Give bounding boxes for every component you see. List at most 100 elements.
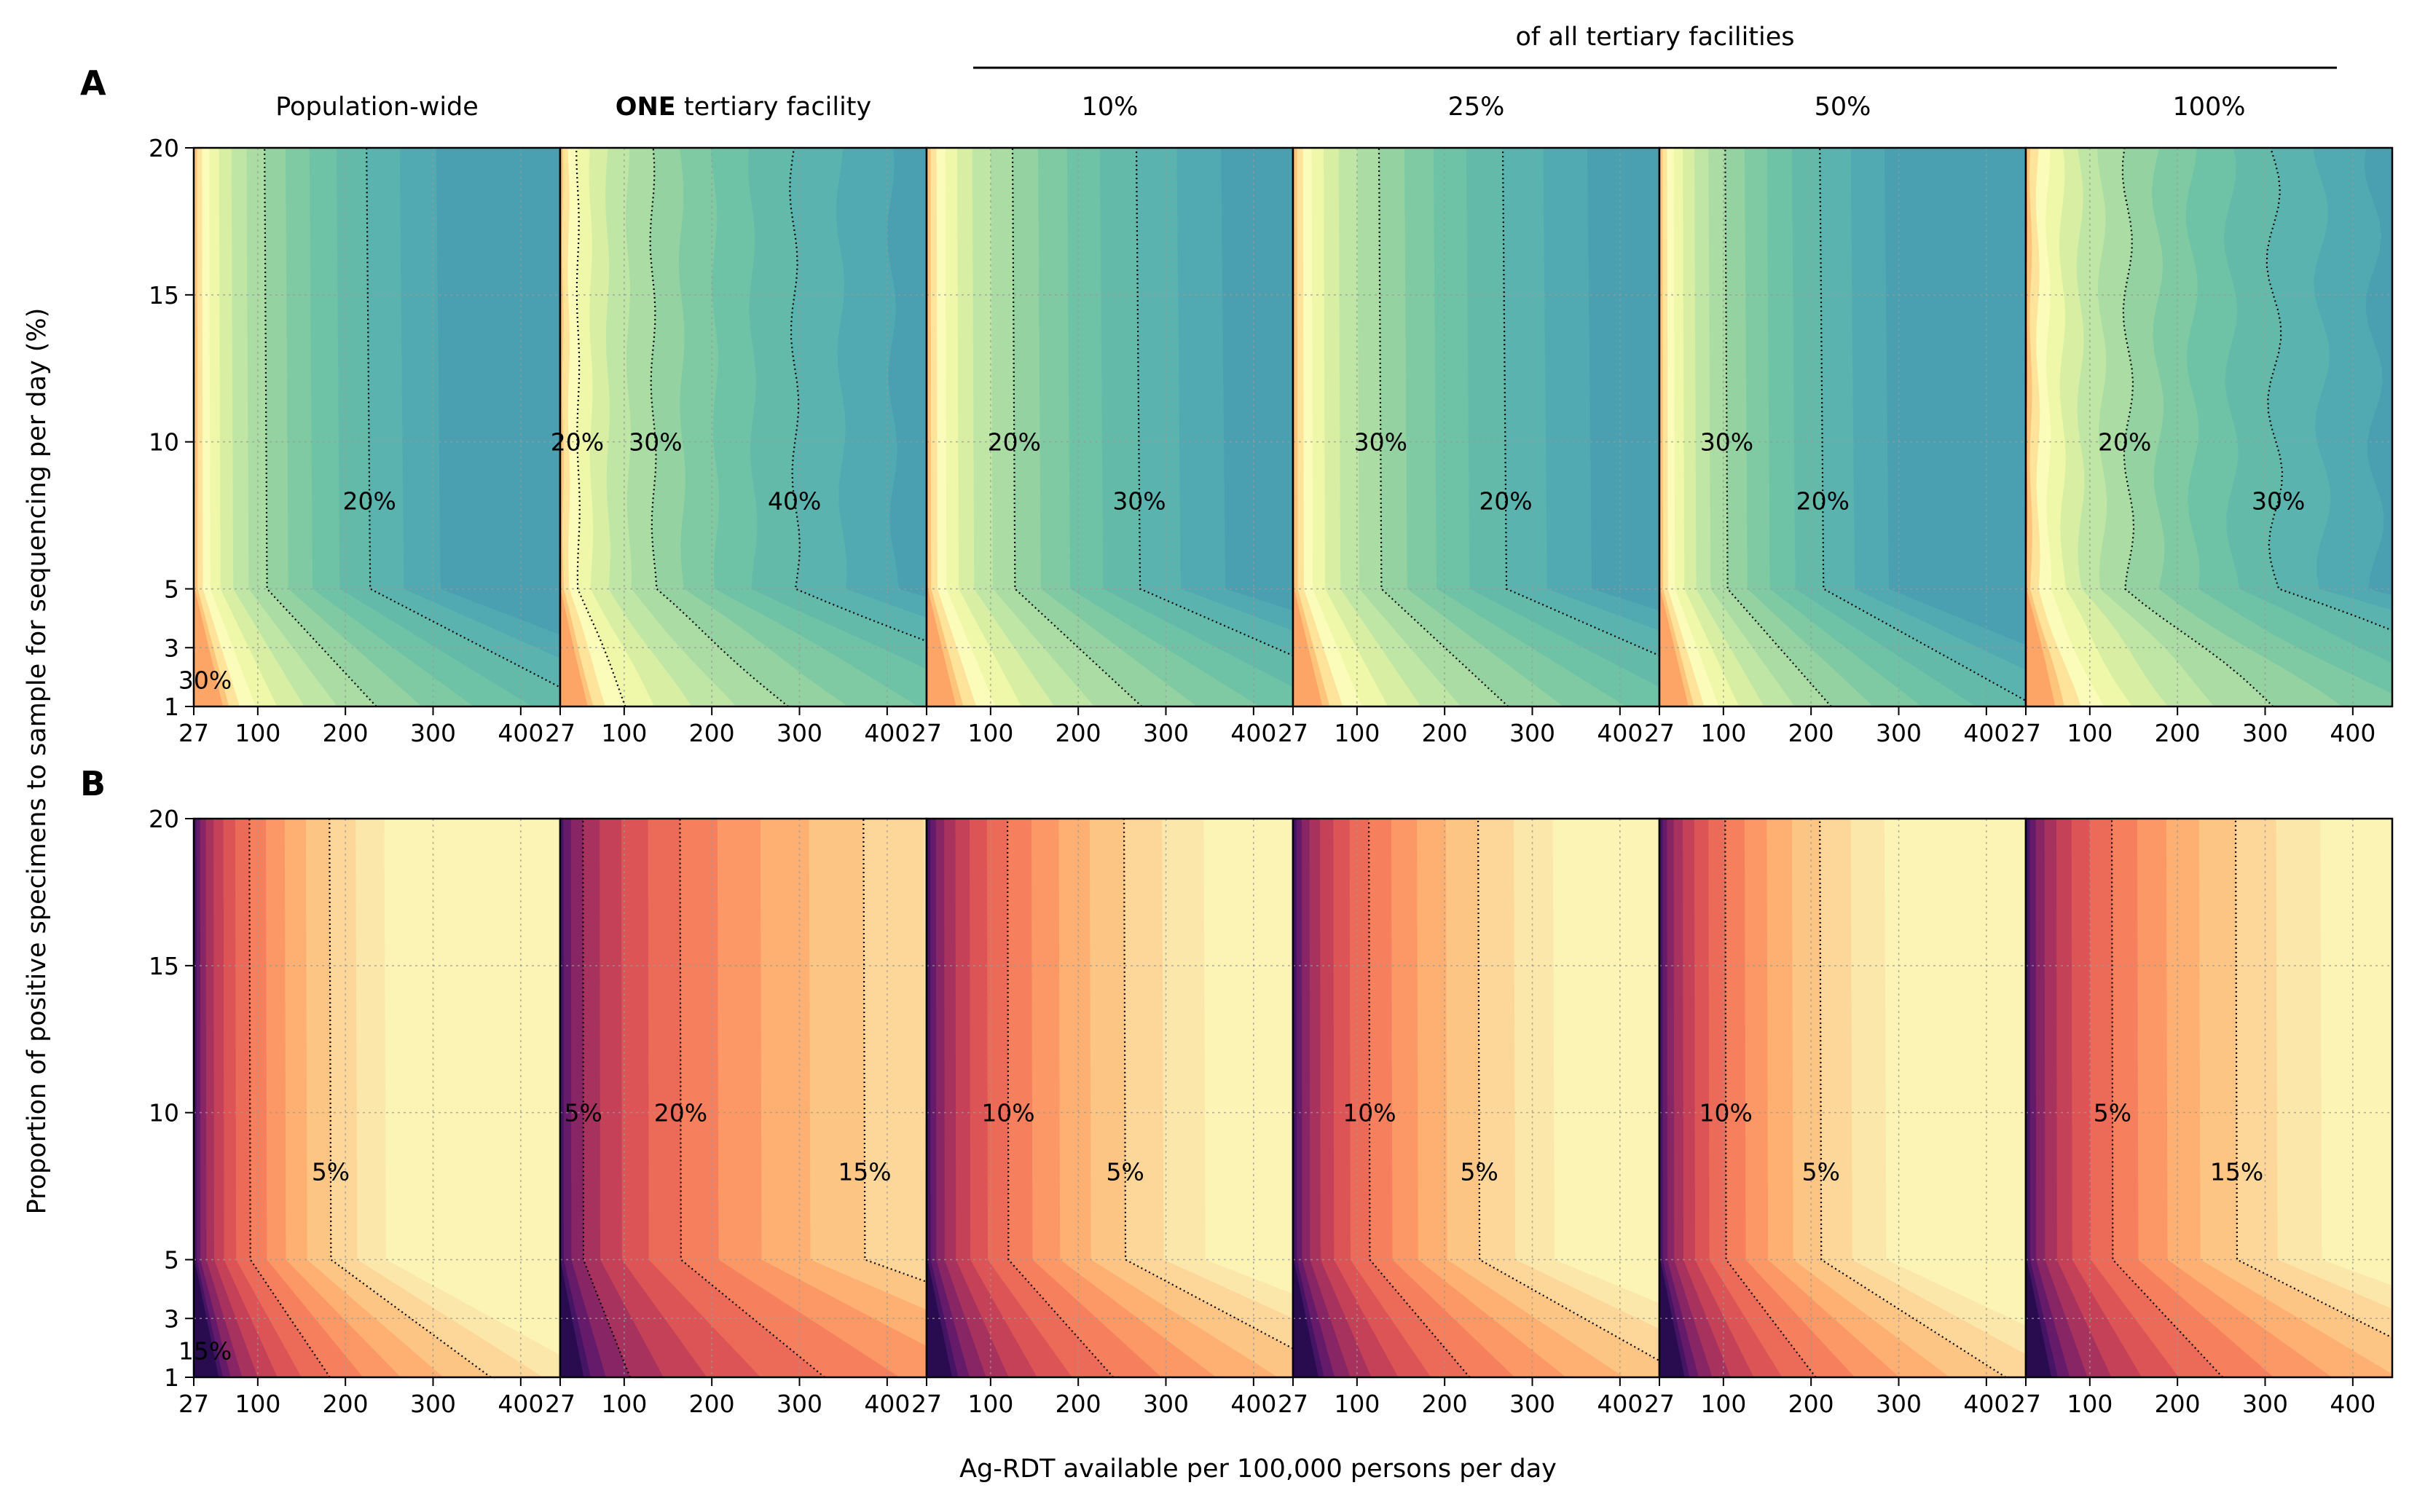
- x-tick-label: 27: [911, 1390, 942, 1418]
- contour-line: [329, 819, 492, 1377]
- contour-label: 20%: [551, 428, 604, 457]
- contour-panel: 30% 20% 27 100 200 300 400: [911, 146, 1294, 747]
- contour-band: [1293, 819, 1351, 1377]
- x-tick-label: 27: [545, 1390, 575, 1418]
- x-tick-label: 400: [498, 1390, 543, 1418]
- x-tick-label: 300: [1509, 1390, 1555, 1418]
- panel-frame: [2024, 146, 2394, 708]
- x-tick-label: 400: [1597, 1390, 1643, 1418]
- contour-fills: [927, 819, 1293, 1377]
- y-tick-label: 10: [149, 1099, 179, 1127]
- contour-label: 15%: [178, 1337, 232, 1366]
- contour-fills: [1659, 819, 2026, 1377]
- contour-band: [927, 148, 996, 706]
- contour-line: [1011, 148, 1143, 706]
- y-tick-label: 3: [164, 1304, 179, 1333]
- column-title: Population-wide: [275, 92, 479, 122]
- y-tick-label: 10: [149, 428, 179, 457]
- column-title: 100%: [2172, 92, 2245, 122]
- x-tick-label: 200: [323, 1390, 369, 1418]
- x-tick-label: 100: [2067, 1390, 2113, 1418]
- x-tick-label: 400: [2330, 1390, 2375, 1418]
- contour-label: 40%: [768, 487, 821, 515]
- x-tick-label: 400: [2330, 719, 2375, 747]
- x-tick-label: 200: [2155, 719, 2201, 747]
- column-title: 50%: [1815, 92, 1871, 122]
- contour-label: 20%: [654, 1099, 707, 1127]
- x-tick-label: 400: [498, 719, 543, 747]
- contour-label: 10%: [1699, 1099, 1753, 1127]
- x-axis-label: Ag-RDT available per 100,000 persons per…: [959, 1454, 1557, 1484]
- contour-label: 5%: [2094, 1099, 2131, 1127]
- contour-band: [2026, 148, 2056, 706]
- contour-line: [679, 819, 825, 1377]
- contour-band: [927, 819, 1009, 1377]
- x-tick-label: 300: [1143, 1390, 1189, 1418]
- contour-band: [1659, 148, 1739, 706]
- x-tick-label: 100: [235, 1390, 280, 1418]
- column-title-text: Population-wide: [275, 92, 479, 122]
- contour-panel: 20% 30% 27 100 200 300 400: [1278, 146, 1661, 747]
- contour-band: [1659, 148, 1689, 706]
- contour-line: [1819, 819, 2007, 1377]
- x-tick-label: 400: [1230, 719, 1276, 747]
- x-tick-label: 100: [235, 719, 280, 747]
- panel-letter: B: [80, 764, 106, 803]
- column-title-text: 50%: [1815, 92, 1871, 122]
- contour-band: [194, 148, 256, 706]
- contour-line: [248, 819, 331, 1377]
- contour-band: [1293, 819, 1372, 1377]
- x-tick-label: 400: [864, 1390, 910, 1418]
- contour-fills: [194, 819, 560, 1377]
- contour-label: 15%: [2210, 1157, 2263, 1186]
- x-tick-label: 200: [1788, 719, 1834, 747]
- x-tick-label: 400: [1230, 1390, 1276, 1418]
- x-tick-label: 200: [1788, 1390, 1834, 1418]
- contour-label: 20%: [2098, 428, 2151, 457]
- contour-label: 30%: [1354, 428, 1407, 457]
- group-header: of all tertiary facilities: [1515, 23, 1794, 52]
- y-tick-label: 20: [149, 805, 179, 833]
- contour-band: [2026, 819, 2088, 1377]
- y-tick-label: 1: [164, 693, 179, 721]
- contour-label: 5%: [1107, 1157, 1144, 1186]
- contour-line: [2265, 148, 2392, 631]
- contour-label: 30%: [1112, 487, 1166, 515]
- x-tick-label: 100: [1700, 1390, 1746, 1418]
- contour-band: [194, 148, 278, 706]
- contour-fills: [927, 148, 1293, 706]
- contour-line: [1135, 148, 1293, 657]
- contour-fills: [560, 819, 927, 1377]
- y-tick-label: 5: [164, 1246, 179, 1275]
- x-tick-label: 200: [689, 719, 735, 747]
- contour-label: 20%: [1796, 487, 1850, 515]
- x-tick-label: 300: [777, 1390, 822, 1418]
- x-tick-label: 27: [1644, 1390, 1675, 1418]
- contour-band: [2026, 148, 2081, 706]
- contour-fills: [560, 148, 927, 706]
- contour-label: 15%: [838, 1157, 891, 1186]
- contour-band: [1659, 819, 1731, 1377]
- x-tick-label: 200: [1056, 1390, 1101, 1418]
- contour-band: [1659, 148, 1764, 706]
- contour-label: 5%: [565, 1099, 602, 1127]
- contour-band: [560, 819, 630, 1377]
- x-tick-label: 100: [967, 719, 1013, 747]
- x-tick-label: 200: [2155, 1390, 2201, 1418]
- x-tick-label: 300: [1143, 719, 1189, 747]
- contour-line: [2110, 819, 2224, 1377]
- contour-label: 30%: [629, 428, 682, 457]
- contour-line: [2121, 148, 2274, 706]
- contour-band: [560, 148, 588, 706]
- contour-band: [1293, 148, 1323, 706]
- x-tick-label: 27: [545, 719, 575, 747]
- x-tick-label: 300: [1876, 719, 1922, 747]
- contour-band: [2026, 819, 2052, 1377]
- x-tick-label: 27: [1278, 719, 1308, 747]
- x-tick-label: 100: [967, 1390, 1013, 1418]
- contour-band: [194, 819, 243, 1377]
- contour-fills: [1293, 148, 1659, 706]
- contour-band: [560, 819, 664, 1377]
- contour-band: [1659, 819, 1713, 1377]
